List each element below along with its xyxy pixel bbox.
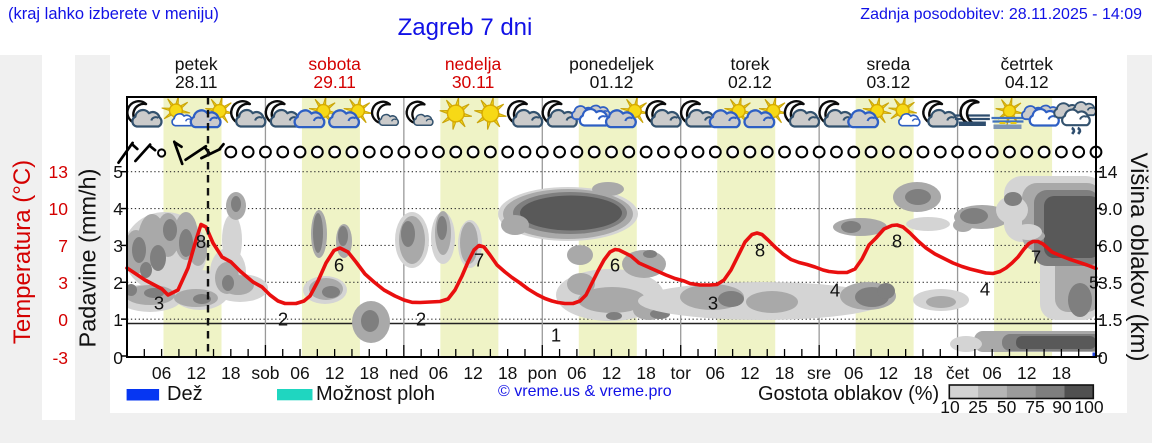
svg-text:2: 2 — [416, 309, 426, 330]
svg-text:5: 5 — [1089, 273, 1099, 293]
svg-text:3: 3 — [154, 293, 164, 314]
svg-text:7: 7 — [1031, 247, 1041, 268]
svg-text:100: 100 — [1074, 397, 1103, 417]
svg-text:8: 8 — [892, 231, 902, 252]
svg-text:7: 7 — [474, 250, 484, 271]
svg-text:8: 8 — [755, 240, 765, 261]
svg-text:25: 25 — [968, 397, 987, 417]
svg-text:2: 2 — [278, 309, 288, 330]
svg-text:6: 6 — [610, 255, 620, 276]
svg-text:4: 4 — [980, 279, 990, 300]
svg-text:1: 1 — [551, 325, 561, 346]
svg-text:3: 3 — [708, 293, 718, 314]
svg-text:50: 50 — [997, 397, 1017, 417]
svg-text:6: 6 — [334, 255, 344, 276]
svg-text:75: 75 — [1025, 397, 1044, 417]
svg-text:90: 90 — [1052, 397, 1072, 417]
svg-text:10: 10 — [940, 397, 960, 417]
svg-text:4: 4 — [830, 280, 840, 301]
svg-text:8: 8 — [196, 231, 206, 252]
